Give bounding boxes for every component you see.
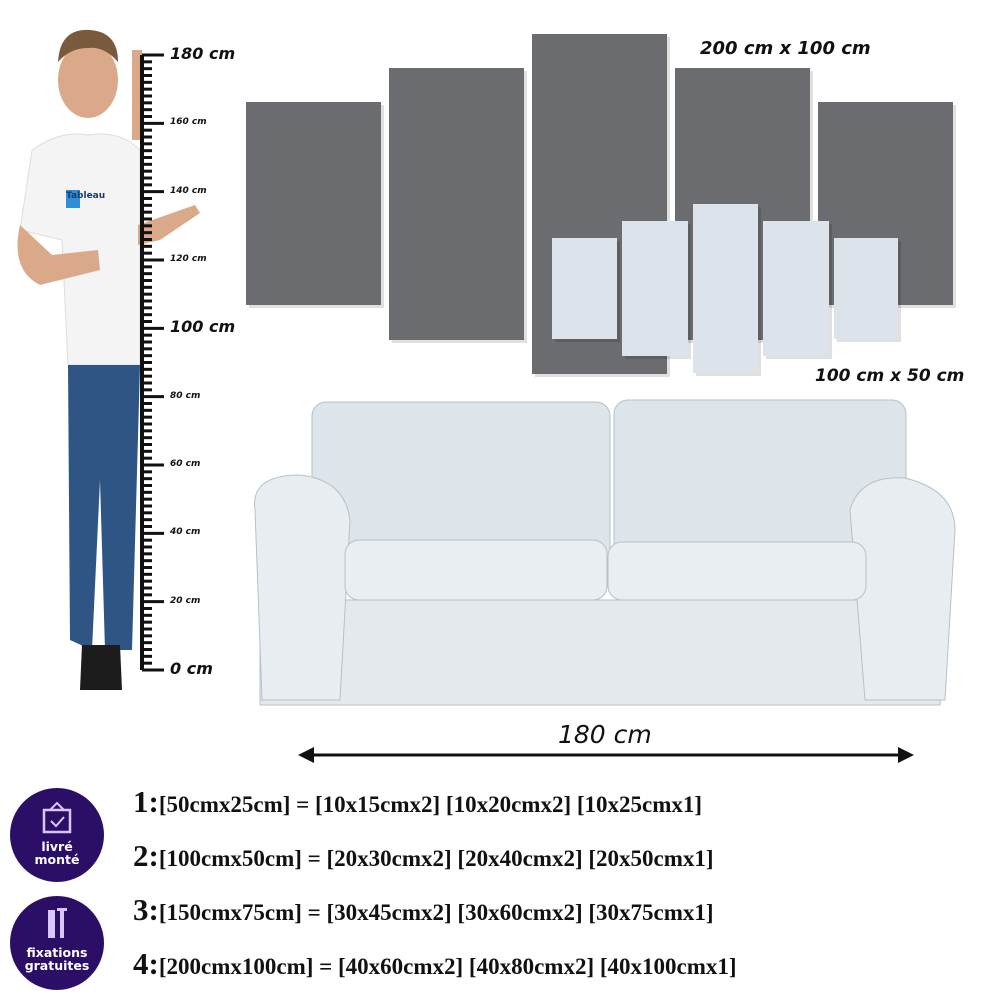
hanging-frame-check-icon bbox=[42, 801, 72, 834]
option-text: [150cmx75cm] = [30x45cmx2] [30x60cmx2] [… bbox=[158, 900, 714, 925]
ruler-label: 20 cm bbox=[170, 595, 201, 606]
badge-line2: monté bbox=[34, 852, 80, 867]
small-canvas-panel bbox=[622, 221, 688, 356]
ruler-label: 80 cm bbox=[170, 390, 201, 401]
option-number: 4: bbox=[133, 946, 159, 981]
large-canvas-panel bbox=[246, 102, 381, 305]
ruler-label: 40 cm bbox=[170, 527, 201, 538]
small-canvas-panel bbox=[763, 221, 829, 356]
small-canvas-panel bbox=[552, 238, 617, 339]
ruler-label: 60 cm bbox=[170, 459, 201, 469]
ruler-label: 0 cm bbox=[170, 659, 213, 678]
option-number: 3: bbox=[133, 892, 159, 927]
badge-line1: fixations bbox=[26, 945, 88, 960]
person-figure bbox=[17, 29, 200, 690]
badge-free-fixings: fixations gratuites bbox=[10, 896, 104, 990]
shirt-logo: Tableau bbox=[66, 191, 106, 201]
badge-line2: gratuites bbox=[24, 958, 90, 973]
ruler-label: 100 cm bbox=[170, 317, 236, 337]
option-text: [50cmx25cm] = [10x15cmx2] [10x20cmx2] [1… bbox=[158, 792, 703, 817]
ruler-label: 140 cm bbox=[170, 185, 207, 196]
sofa bbox=[254, 399, 956, 706]
size-option-4: 4:[200cmx100cm] = [40x60cmx2] [40x80cmx2… bbox=[133, 946, 737, 982]
option-text: [200cmx100cm] = [40x60cmx2] [40x80cmx2] … bbox=[158, 954, 737, 979]
large-canvas-panel bbox=[389, 68, 524, 340]
height-ruler bbox=[140, 53, 164, 672]
ruler-label: 180 cm bbox=[170, 44, 236, 63]
option-number: 1: bbox=[133, 784, 159, 819]
large-size-label: 200 cm x 100 cm bbox=[700, 38, 871, 59]
option-text: [100cmx50cm] = [20x30cmx2] [20x40cmx2] [… bbox=[158, 846, 714, 871]
option-number: 2: bbox=[133, 838, 159, 873]
size-option-1: 1:[50cmx25cm] = [10x15cmx2] [10x20cmx2] … bbox=[133, 784, 702, 820]
small-canvas-set bbox=[552, 204, 901, 376]
screws-plugs-icon bbox=[48, 908, 67, 938]
size-option-3: 3:[150cmx75cm] = [30x45cmx2] [30x60cmx2]… bbox=[133, 892, 714, 928]
badge-line1: livré bbox=[41, 839, 73, 854]
badge-delivered-mounted: livré monté bbox=[10, 788, 104, 882]
small-size-label: 100 cm x 50 cm bbox=[815, 366, 965, 386]
small-canvas-panel bbox=[834, 238, 898, 339]
ruler-label: 160 cm bbox=[170, 117, 207, 128]
small-canvas-panel bbox=[693, 204, 758, 373]
size-option-2: 2:[100cmx50cm] = [20x30cmx2] [20x40cmx2]… bbox=[133, 838, 714, 874]
sofa-width-label: 180 cm bbox=[558, 720, 652, 749]
ruler-label: 120 cm bbox=[170, 254, 207, 264]
width-arrow bbox=[298, 747, 914, 763]
